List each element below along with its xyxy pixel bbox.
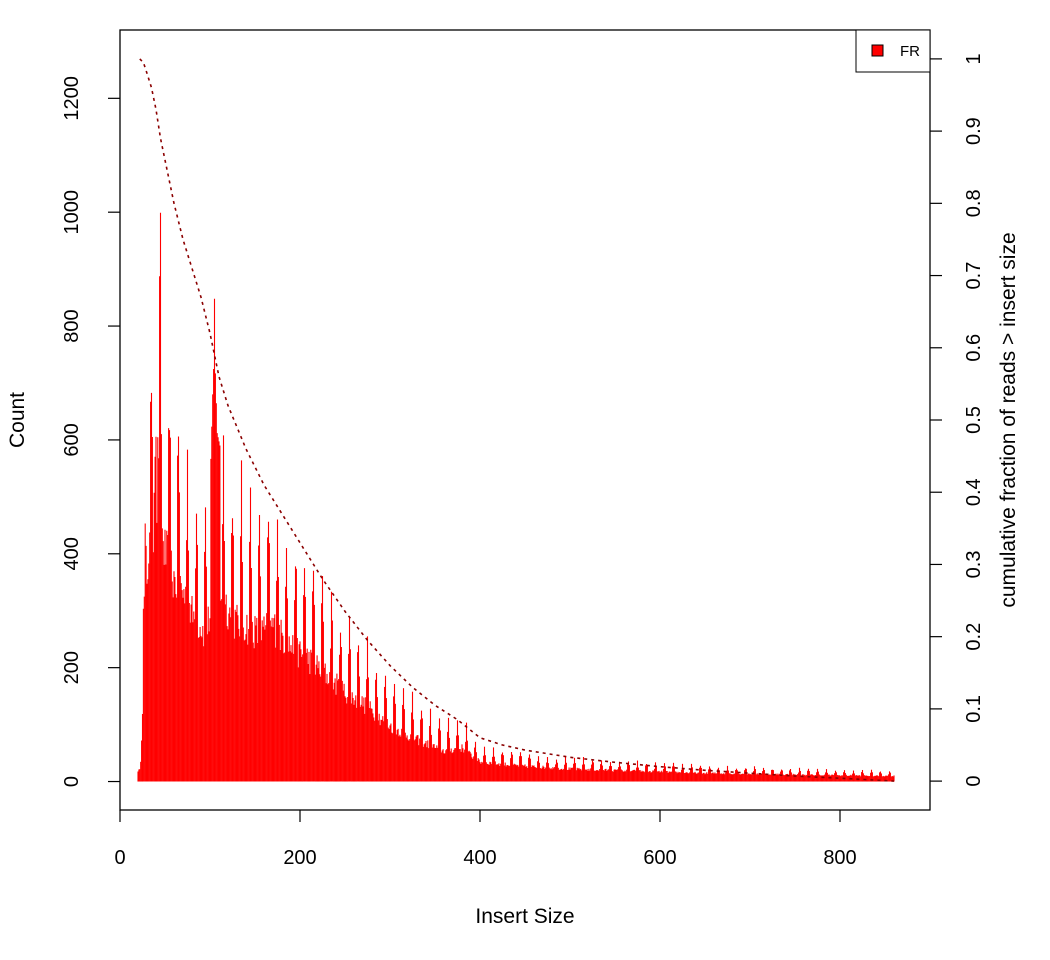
- y2-tick-label: 0.7: [963, 262, 985, 290]
- y-tick-label: 200: [61, 651, 83, 684]
- y2-tick-label: 0.2: [963, 623, 985, 651]
- histogram-bars: [137, 212, 895, 782]
- y2-tick-label: 0.1: [963, 695, 985, 723]
- legend: FR: [855, 29, 931, 73]
- y-axis-title: Count: [6, 392, 29, 448]
- y-tick-label: 1000: [61, 190, 83, 235]
- y-axis: 0 200 400 600 800 1000 1200: [61, 76, 120, 787]
- y-tick-label: 600: [61, 423, 83, 456]
- y2-tick-label: 0.6: [963, 334, 985, 362]
- x-tick-label: 600: [643, 847, 676, 869]
- y2-tick-label: 1: [963, 53, 985, 64]
- legend-swatch: [871, 44, 884, 57]
- y-tick-label: 800: [61, 309, 83, 342]
- x-axis: 0 200 400 600 800: [114, 810, 857, 869]
- legend-box: [855, 29, 931, 73]
- x-axis-title: Insert Size: [475, 905, 574, 928]
- x-tick-label: 800: [823, 847, 856, 869]
- y2-axis-title: cumulative fraction of reads > insert si…: [997, 232, 1020, 607]
- y2-tick-label: 0.8: [963, 189, 985, 217]
- y-tick-label: 400: [61, 537, 83, 570]
- y-tick-label: 1200: [61, 76, 83, 121]
- legend-label: FR: [900, 43, 920, 60]
- x-tick-label: 400: [463, 847, 496, 869]
- y2-tick-label: 0: [963, 776, 985, 787]
- y2-tick-label: 0.5: [963, 406, 985, 434]
- y2-tick-label: 0.3: [963, 551, 985, 579]
- y-tick-label: 0: [61, 776, 83, 787]
- y2-tick-label: 0.4: [963, 478, 985, 506]
- x-tick-label: 200: [283, 847, 316, 869]
- y2-tick-label: 0.9: [963, 117, 985, 145]
- x-tick-label: 0: [114, 847, 125, 869]
- y2-axis: 0 0.1 0.2 0.3 0.4 0.5 0.6 0.7 0.8 0.9 1: [930, 53, 985, 787]
